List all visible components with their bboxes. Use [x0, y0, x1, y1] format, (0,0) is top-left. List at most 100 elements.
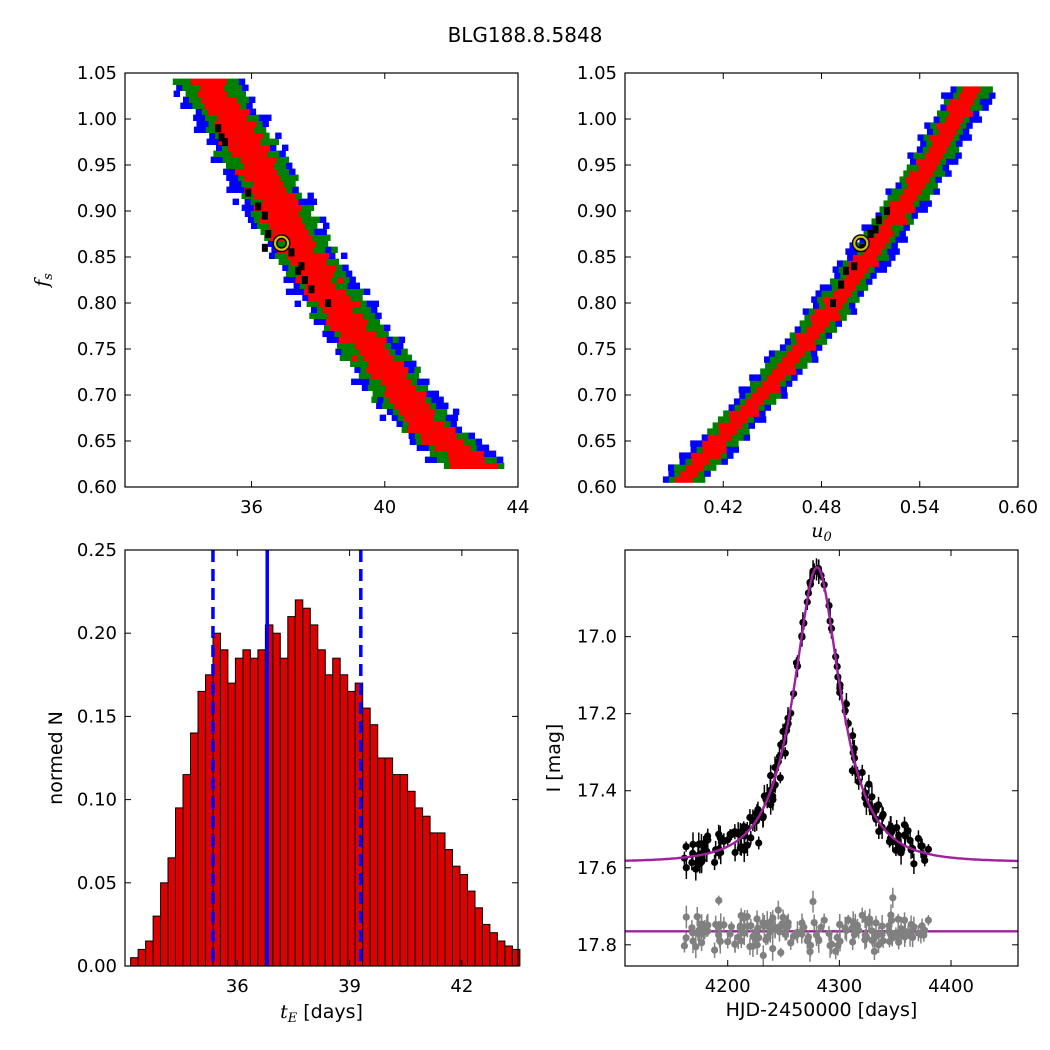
confidence-cell — [290, 228, 297, 235]
posterior-sample — [215, 124, 222, 133]
confidence-cell — [973, 110, 980, 117]
confidence-cell — [314, 294, 321, 301]
confidence-cell — [763, 392, 770, 399]
confidence-cell — [309, 312, 316, 319]
confidence-cell — [367, 342, 374, 349]
confidence-cell — [242, 84, 249, 91]
confidence-cell — [385, 342, 392, 349]
confidence-cell — [353, 306, 360, 313]
confidence-cell — [178, 78, 186, 85]
confidence-cell — [301, 246, 308, 253]
confidence-cell — [219, 150, 226, 157]
confidence-cell — [309, 240, 317, 247]
observation-point — [731, 848, 739, 857]
confidence-cell — [418, 402, 425, 409]
confidence-cell — [944, 128, 952, 135]
confidence-cell — [413, 396, 420, 403]
confidence-cell — [403, 384, 411, 391]
observation-point — [897, 849, 905, 857]
confidence-cell — [232, 120, 239, 127]
confidence-cell — [977, 92, 984, 99]
confidence-cell — [273, 150, 280, 157]
confidence-cell — [721, 458, 728, 465]
confidence-cell — [209, 90, 216, 97]
confidence-cell — [405, 378, 412, 385]
confidence-cell — [278, 258, 285, 265]
confidence-cell — [309, 270, 317, 277]
confidence-cell — [277, 192, 284, 199]
residual-point — [832, 947, 840, 955]
confidence-cell — [725, 434, 733, 441]
axis-label-symbol: f — [31, 277, 53, 289]
histogram-bar — [152, 915, 162, 967]
confidence-cell — [257, 132, 264, 139]
confidence-cell — [342, 264, 349, 271]
confidence-cell — [222, 144, 229, 151]
confidence-cell — [767, 380, 775, 387]
confidence-cell — [182, 84, 189, 91]
confidence-cell — [965, 134, 972, 141]
axis-label-symbol: u — [811, 520, 823, 542]
confidence-cell — [965, 92, 972, 99]
confidence-cell — [365, 348, 372, 355]
confidence-cell — [239, 90, 246, 97]
confidence-cell — [382, 372, 390, 379]
confidence-cell — [974, 86, 981, 93]
confidence-cell — [407, 396, 414, 403]
confidence-cell — [758, 404, 765, 411]
confidence-cell — [449, 426, 456, 433]
confidence-cell — [335, 282, 342, 289]
confidence-cell — [272, 228, 279, 235]
confidence-cell — [490, 456, 498, 463]
confidence-cell — [349, 342, 356, 349]
confidence-cell — [696, 446, 703, 453]
confidence-cell — [976, 104, 983, 111]
confidence-cell — [374, 336, 382, 343]
confidence-cell — [720, 440, 727, 447]
confidence-cell — [391, 414, 399, 421]
confidence-cell — [893, 194, 900, 201]
confidence-cell — [740, 404, 747, 411]
confidence-cell — [855, 284, 863, 291]
confidence-cell — [730, 422, 737, 429]
confidence-cell — [967, 98, 975, 105]
confidence-cell — [691, 458, 698, 465]
confidence-cell — [819, 284, 827, 291]
confidence-cell — [943, 98, 951, 105]
confidence-cell — [265, 192, 272, 199]
confidence-cell — [942, 122, 949, 129]
residual-point — [703, 922, 711, 930]
confidence-cell — [297, 288, 305, 295]
confidence-cell — [939, 116, 946, 123]
confidence-cell — [940, 158, 947, 165]
confidence-cell — [217, 114, 224, 121]
confidence-cell — [241, 180, 248, 187]
axis-label-subscript: E — [287, 1011, 298, 1026]
confidence-cell — [271, 246, 278, 253]
confidence-cell — [911, 194, 918, 201]
confidence-cell — [932, 140, 939, 147]
confidence-cell — [947, 92, 954, 99]
confidence-cell — [679, 458, 686, 465]
confidence-cell — [903, 188, 910, 195]
confidence-cell — [431, 396, 438, 403]
confidence-cell — [801, 332, 809, 339]
x-axis-label: u0 — [811, 520, 832, 545]
confidence-cell — [415, 384, 423, 391]
confidence-cell — [441, 450, 449, 457]
confidence-cell — [325, 276, 332, 283]
x-tick-label: 0.54 — [900, 497, 940, 518]
confidence-cell — [917, 134, 924, 141]
confidence-cell — [927, 188, 934, 195]
confidence-cell — [370, 372, 378, 379]
confidence-cell — [982, 104, 989, 111]
confidence-cell — [324, 264, 331, 271]
confidence-cell — [184, 78, 192, 85]
confidence-cell — [702, 446, 709, 453]
confidence-cell — [930, 122, 937, 129]
confidence-cell — [274, 198, 281, 205]
confidence-cell — [268, 210, 276, 217]
confidence-cell — [302, 258, 309, 265]
confidence-cell — [298, 210, 306, 217]
confidence-cell — [322, 330, 329, 337]
